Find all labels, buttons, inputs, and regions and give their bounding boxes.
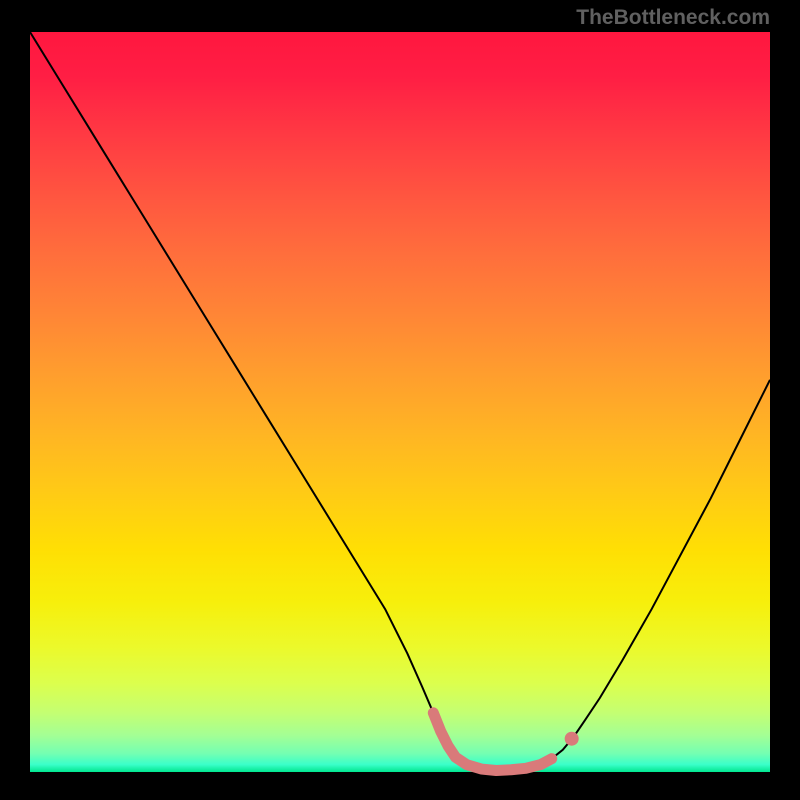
plot-area <box>30 32 770 772</box>
highlight-segment <box>433 713 551 771</box>
bottleneck-curve <box>30 32 770 771</box>
watermark-text: TheBottleneck.com <box>576 6 770 30</box>
curve-layer <box>30 32 770 772</box>
chart-container: TheBottleneck.com <box>0 0 800 800</box>
highlight-dot <box>565 732 579 746</box>
